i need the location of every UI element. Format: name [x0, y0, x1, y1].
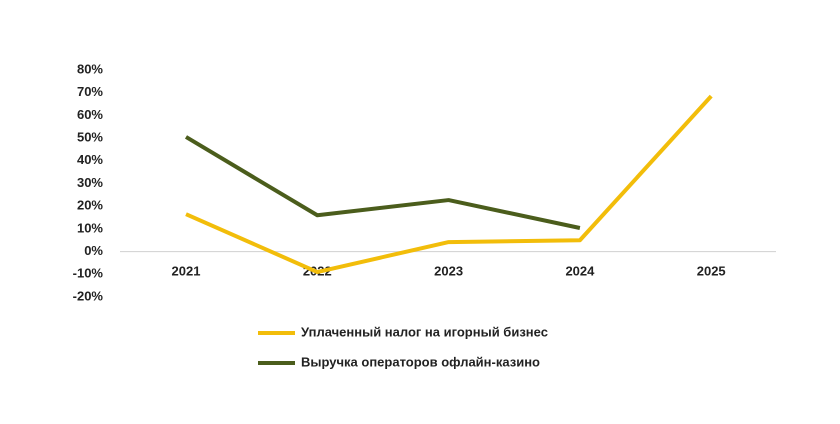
y-tick-label: -10%: [73, 266, 104, 281]
x-tick-label: 2023: [434, 263, 463, 278]
x-tick-label: 2025: [697, 263, 726, 278]
y-tick-label: 40%: [77, 152, 103, 167]
x-tick-label: 2021: [172, 263, 201, 278]
series-line: [185, 94, 713, 275]
y-tick-label: -20%: [73, 288, 104, 303]
y-tick-label: 70%: [77, 84, 103, 99]
y-tick-label: 0%: [84, 243, 103, 258]
y-tick-label: 80%: [77, 61, 103, 76]
series-line: [184, 135, 581, 230]
y-tick-label: 10%: [77, 220, 103, 235]
y-tick-label: 60%: [77, 107, 103, 122]
y-tick-label: 20%: [77, 198, 103, 213]
legend-label: Уплаченный налог на игорный бизнес: [301, 324, 548, 339]
y-tick-label: 30%: [77, 175, 103, 190]
y-tick-label: 50%: [77, 130, 103, 145]
x-tick-label: 2024: [565, 263, 595, 278]
legend-label: Выручка операторов офлайн-казино: [301, 354, 540, 369]
